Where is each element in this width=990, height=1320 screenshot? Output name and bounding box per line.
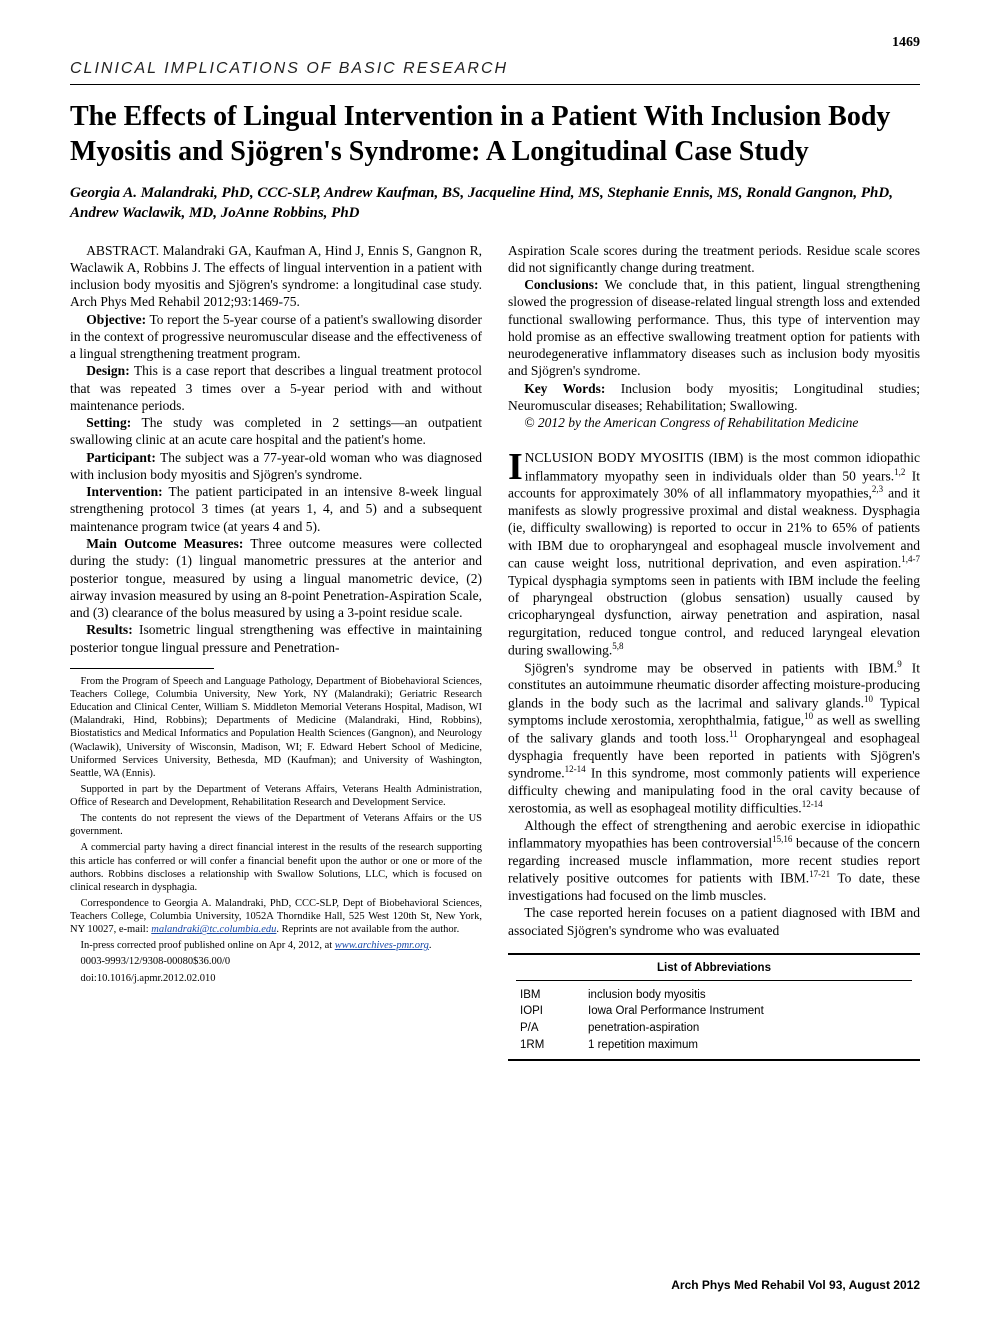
correspondence-text-b: . Reprints are not available from the au… <box>276 924 459 935</box>
dropcap: I <box>508 449 525 483</box>
abstract-intervention: Intervention: The patient participated i… <box>70 483 482 535</box>
citation-sup-12: 17-21 <box>809 869 830 879</box>
abstract-results: Results: Isometric lingual strengthening… <box>70 621 482 656</box>
design-label: Design: <box>86 363 130 378</box>
body-para-1: INCLUSION BODY MYOSITIS (IBM) is the mos… <box>508 449 920 658</box>
abstract-setting: Setting: The study was completed in 2 se… <box>70 414 482 449</box>
journal-page: 1469 CLINICAL IMPLICATIONS OF BASIC RESE… <box>0 0 990 1320</box>
def-cell: penetration-aspiration <box>584 1020 912 1037</box>
correspondence-email-link[interactable]: malandraki@tc.columbia.edu <box>151 924 276 935</box>
participant-label: Participant: <box>86 450 156 465</box>
two-column-body: ABSTRACT. Malandraki GA, Kaufman A, Hind… <box>70 242 920 1062</box>
footnote-affiliations: From the Program of Speech and Language … <box>70 675 482 780</box>
abbr-cell: IBM <box>516 987 584 1004</box>
section-label: CLINICAL IMPLICATIONS OF BASIC RESEARCH <box>70 60 920 78</box>
citation-sup-7: 10 <box>804 711 813 721</box>
abbreviations-title: List of Abbreviations <box>516 961 912 981</box>
table-row: P/Apenetration-aspiration <box>516 1020 912 1037</box>
citation-sup-10: 12-14 <box>802 799 823 809</box>
copyright-line: © 2012 by the American Congress of Rehab… <box>508 414 920 431</box>
body-para-2: Sjögren's syndrome may be observed in pa… <box>508 659 920 817</box>
table-row: IBMinclusion body myositis <box>516 987 912 1004</box>
abbreviations-table: IBMinclusion body myositis IOPIIowa Oral… <box>516 987 912 1054</box>
results-label: Results: <box>86 622 133 637</box>
setting-text: The study was completed in 2 settings—an… <box>70 415 482 447</box>
setting-label: Setting: <box>86 415 131 430</box>
results-continued: Aspiration Scale scores during the treat… <box>508 242 920 277</box>
abbr-cell: P/A <box>516 1020 584 1037</box>
design-text: This is a case report that describes a l… <box>70 363 482 413</box>
abstract-citation: ABSTRACT. Malandraki GA, Kaufman A, Hind… <box>70 242 482 311</box>
authors-line: Georgia A. Malandraki, PhD, CCC-SLP, And… <box>70 183 920 224</box>
footnote-code: 0003-9993/12/9308-00080$36.00/0 <box>70 955 482 968</box>
top-rule <box>70 84 920 85</box>
citation-sup-11: 15,16 <box>772 834 792 844</box>
journal-footer: Arch Phys Med Rehabil Vol 93, August 201… <box>671 1278 920 1292</box>
abstract-design: Design: This is a case report that descr… <box>70 362 482 414</box>
outcome-label: Main Outcome Measures: <box>86 536 243 551</box>
archives-link[interactable]: www.archives-pmr.org <box>335 940 429 951</box>
citation-sup-9: 12-14 <box>565 764 586 774</box>
abbr-cell: 1RM <box>516 1037 584 1054</box>
inpress-text-b: . <box>429 940 432 951</box>
body-p2a: Sjögren's syndrome may be observed in pa… <box>524 660 897 675</box>
abstract-outcome: Main Outcome Measures: Three outcome mea… <box>70 535 482 621</box>
body-p1d: Typical dysphagia symptoms seen in patie… <box>508 573 920 658</box>
footnote-inpress: In-press corrected proof published onlin… <box>70 939 482 952</box>
def-cell: 1 repetition maximum <box>584 1037 912 1054</box>
footnotes-block: From the Program of Speech and Language … <box>70 675 482 985</box>
abstract-keywords: Key Words: Inclusion body myositis; Long… <box>508 380 920 415</box>
abbreviations-box: List of Abbreviations IBMinclusion body … <box>508 953 920 1062</box>
abstract-participant: Participant: The subject was a 77-year-o… <box>70 449 482 484</box>
inpress-text-a: In-press corrected proof published onlin… <box>81 940 335 951</box>
citation-sup-4: 5,8 <box>612 641 623 651</box>
citation-sup-1: 1,2 <box>894 467 905 477</box>
conclusions-label: Conclusions: <box>524 277 598 292</box>
table-row: 1RM1 repetition maximum <box>516 1037 912 1054</box>
results-text: Isometric lingual strengthening was effe… <box>70 622 482 654</box>
abstract-objective: Objective: To report the 5-year course o… <box>70 311 482 363</box>
citation-sup-2: 2,3 <box>872 484 883 494</box>
conclusions-text: We conclude that, in this patient, lingu… <box>508 277 920 378</box>
abbr-cell: IOPI <box>516 1003 584 1020</box>
footnote-support: Supported in part by the Department of V… <box>70 783 482 809</box>
footnote-separator <box>70 668 214 669</box>
body-para-3: Although the effect of strengthening and… <box>508 817 920 904</box>
citation-sup-6: 10 <box>864 694 873 704</box>
footnote-correspondence: Correspondence to Georgia A. Malandraki,… <box>70 897 482 936</box>
table-row: IOPIIowa Oral Performance Instrument <box>516 1003 912 1020</box>
intervention-label: Intervention: <box>86 484 163 499</box>
body-para-4: The case reported herein focuses on a pa… <box>508 904 920 939</box>
body-p1a: NCLUSION BODY MYOSITIS (IBM) is the most… <box>525 450 920 483</box>
footnote-disclaimer: The contents do not represent the views … <box>70 812 482 838</box>
abstract-conclusions: Conclusions: We conclude that, in this p… <box>508 276 920 380</box>
def-cell: inclusion body myositis <box>584 987 912 1004</box>
footnote-doi: doi:10.1016/j.apmr.2012.02.010 <box>70 972 482 985</box>
def-cell: Iowa Oral Performance Instrument <box>584 1003 912 1020</box>
keywords-label: Key Words: <box>524 381 605 396</box>
citation-sup-3: 1,4-7 <box>901 554 920 564</box>
page-number: 1469 <box>892 35 920 51</box>
objective-label: Objective: <box>86 312 146 327</box>
citation-sup-8: 11 <box>729 729 738 739</box>
article-title: The Effects of Lingual Intervention in a… <box>70 99 920 169</box>
footnote-coi: A commercial party having a direct finan… <box>70 841 482 894</box>
